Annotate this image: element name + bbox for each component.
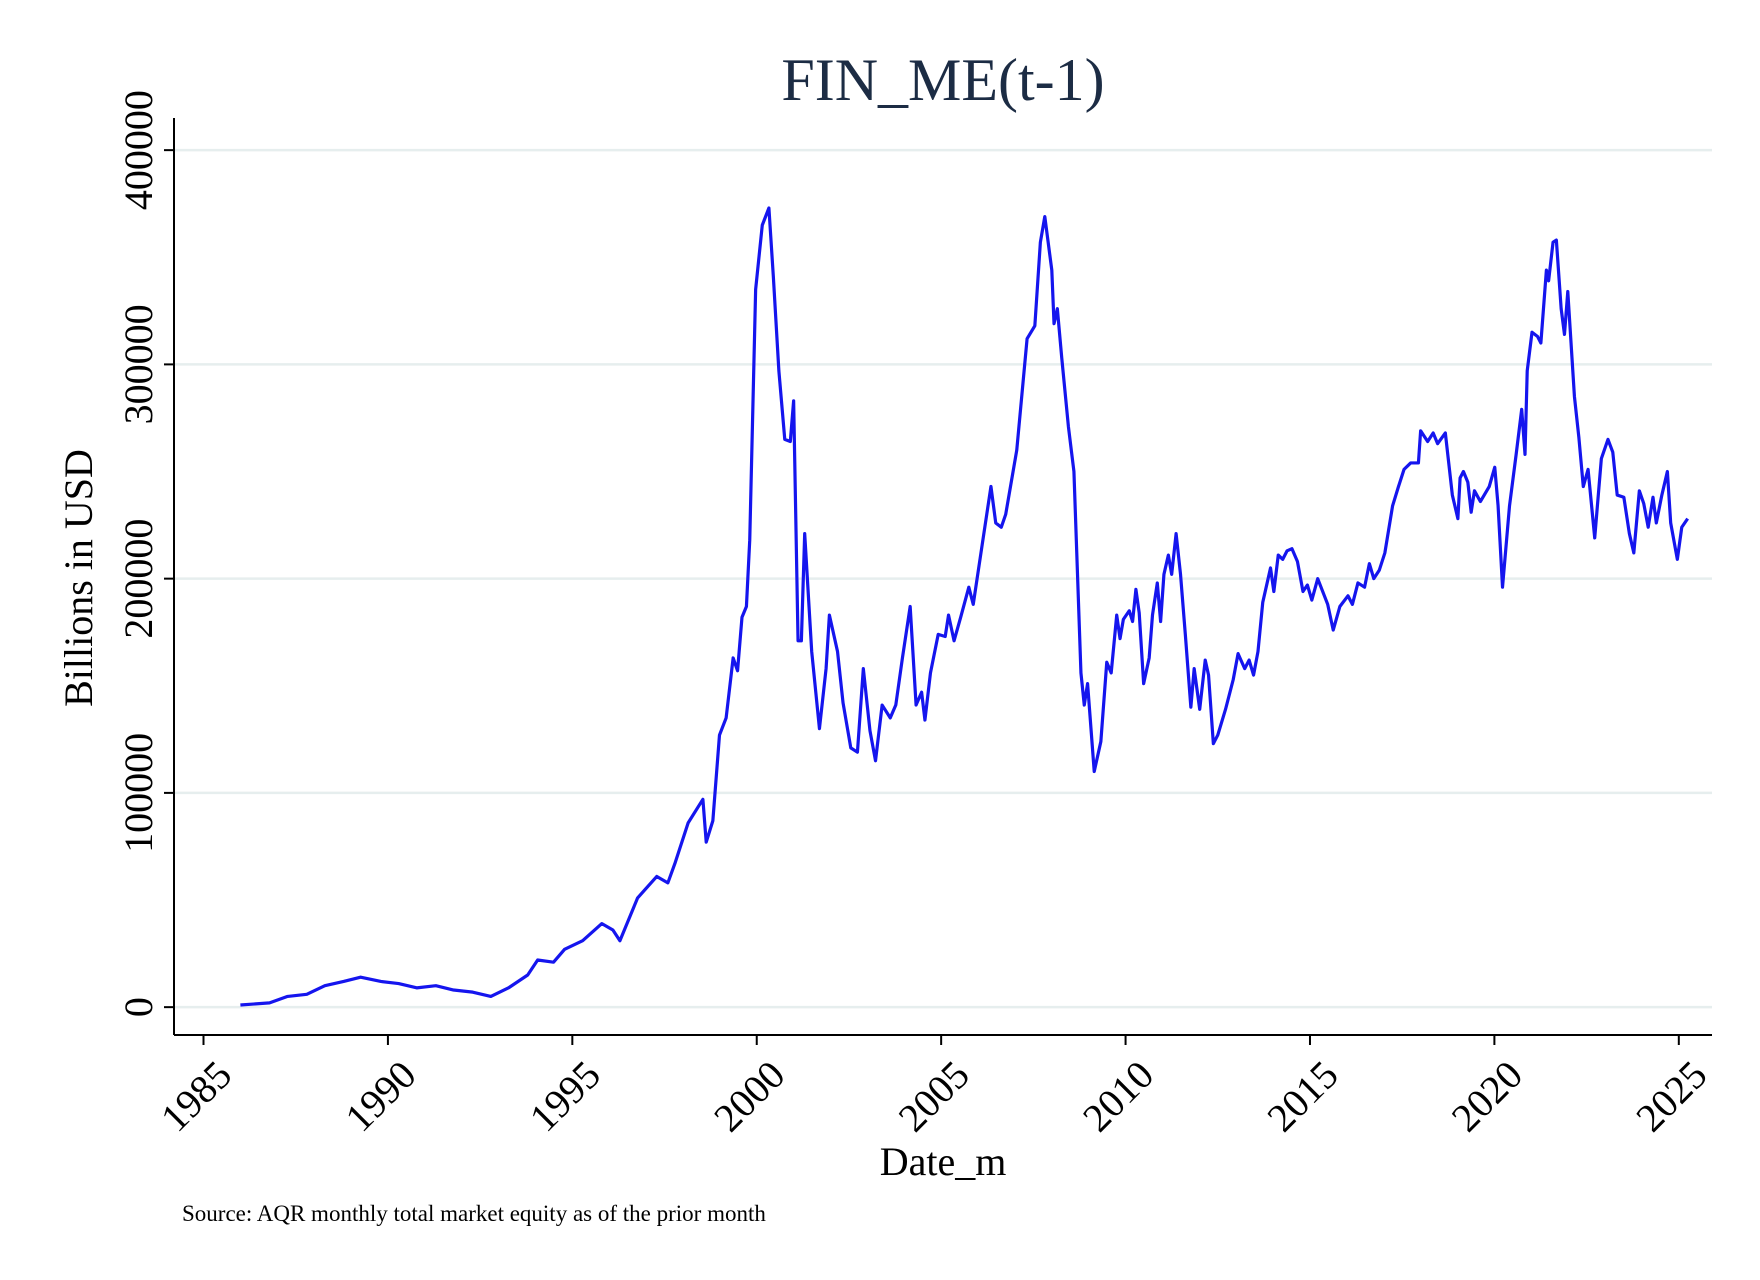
y-tick-label: 100000 [116,733,161,853]
x-axis-label: Date_m [880,1139,1007,1184]
source-note: Source: AQR monthly total market equity … [182,1201,766,1226]
y-tick-label: 400000 [116,90,161,210]
y-tick-label: 200000 [116,519,161,639]
data-line [240,206,1689,1007]
chart-title: FIN_ME(t-1) [781,47,1104,113]
y-tick-label: 300000 [116,304,161,424]
y-axis-label: Billions in USD [56,449,101,707]
y-tick-label: 0 [116,997,161,1017]
